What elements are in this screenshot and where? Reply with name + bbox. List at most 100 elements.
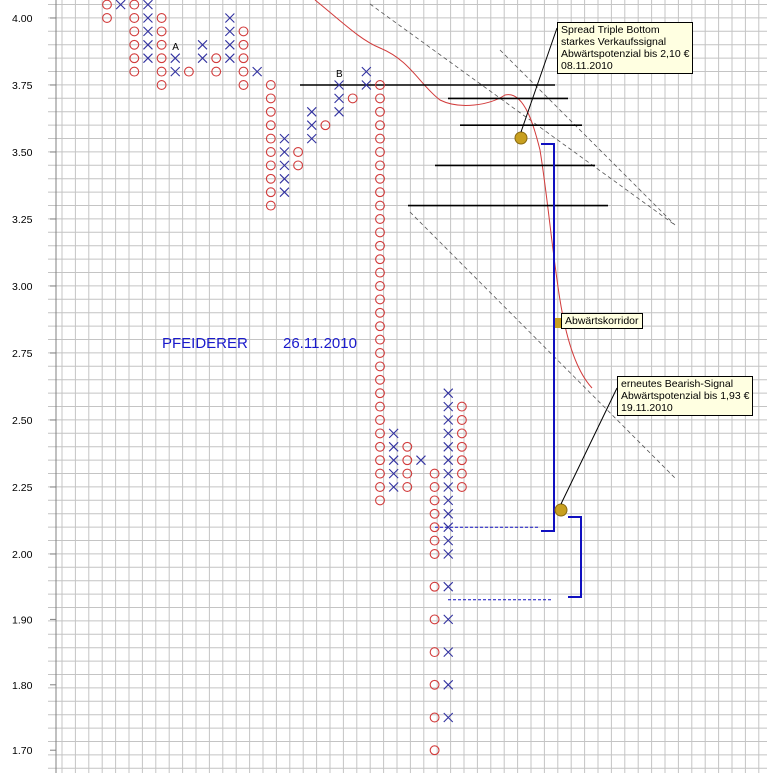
o-box <box>211 66 222 77</box>
x-box <box>279 187 290 198</box>
o-box <box>429 522 440 533</box>
x-box <box>334 80 344 90</box>
o-box <box>102 0 112 10</box>
y-tick-label: 1.70 <box>12 745 33 757</box>
o-box <box>265 173 276 184</box>
y-tick-label: 3.75 <box>12 80 33 92</box>
o-box <box>375 147 385 157</box>
y-axis: 4.00 3.75 3.50 3.25 3.00 2.75 2.50 2.25 2.00 1.90… <box>12 13 56 757</box>
o-box <box>265 200 276 211</box>
o-box <box>375 401 385 412</box>
o-box <box>156 66 167 77</box>
y-tick-label: 2.00 <box>12 549 33 561</box>
trend-line-lower <box>409 211 676 479</box>
x-box <box>306 133 317 144</box>
o-box <box>456 401 467 412</box>
o-box <box>375 240 385 251</box>
x-box <box>279 160 290 171</box>
x-box <box>443 508 454 519</box>
x-box <box>224 26 235 37</box>
x-box <box>443 522 454 533</box>
callout-triple-bottom: Spread Triple Bottom starkes Verkaufssig… <box>557 22 694 74</box>
x-box <box>443 535 454 546</box>
o-box <box>375 187 385 198</box>
o-box <box>238 26 249 37</box>
y-tick-label: 2.75 <box>12 348 33 360</box>
x-box <box>143 39 153 50</box>
o-box <box>456 455 467 466</box>
x-box <box>279 147 290 157</box>
x-box <box>170 53 181 64</box>
o-box <box>238 80 249 90</box>
x-box <box>197 53 208 64</box>
callout-line: 08.11.2010 <box>561 60 613 72</box>
o-box <box>375 267 385 278</box>
o-box <box>265 80 276 90</box>
o-box <box>156 26 167 37</box>
o-box <box>456 441 467 452</box>
o-box <box>429 679 440 690</box>
x-box <box>361 66 372 77</box>
x-box <box>443 482 454 492</box>
x-box <box>279 173 290 184</box>
o-box <box>429 482 440 492</box>
o-box <box>402 455 413 466</box>
callout-leader <box>520 27 558 133</box>
x-box <box>443 495 454 506</box>
o-box <box>238 66 249 77</box>
x-box <box>143 53 153 64</box>
o-box <box>429 549 440 559</box>
callout-line: Abwärtskorridor <box>565 315 639 327</box>
x-box <box>334 93 344 104</box>
x-box <box>334 106 344 117</box>
x-box <box>143 26 153 37</box>
o-box <box>375 348 385 358</box>
o-box <box>129 13 140 23</box>
y-tick-label: 3.00 <box>12 281 33 293</box>
x-box <box>443 647 454 657</box>
o-box <box>375 80 385 90</box>
o-box <box>375 468 385 479</box>
x-box <box>279 133 290 144</box>
o-box <box>375 495 385 506</box>
o-box <box>211 53 222 64</box>
o-box <box>375 441 385 452</box>
o-box <box>375 334 385 345</box>
o-box <box>129 66 140 77</box>
o-box <box>293 147 304 157</box>
o-box <box>238 53 249 64</box>
o-box <box>265 147 276 157</box>
o-box <box>156 53 167 64</box>
x-box <box>224 53 235 64</box>
o-box <box>375 133 385 144</box>
o-box <box>156 80 167 90</box>
o-box <box>375 415 385 425</box>
y-tick-label: 2.25 <box>12 482 33 494</box>
o-box <box>375 106 385 117</box>
o-box <box>293 160 304 171</box>
o-box <box>156 13 167 23</box>
x-box <box>443 712 454 723</box>
o-box <box>375 361 385 372</box>
o-box <box>429 614 440 625</box>
o-box <box>129 53 140 64</box>
x-box <box>443 549 454 559</box>
o-box <box>375 321 385 332</box>
x-box <box>197 39 208 50</box>
x-box <box>224 13 235 23</box>
o-box <box>375 120 385 131</box>
o-box <box>429 581 440 592</box>
o-box <box>456 468 467 479</box>
o-box <box>129 0 140 10</box>
x-box <box>306 106 317 117</box>
x-box <box>443 388 454 399</box>
x-box <box>388 468 399 479</box>
pattern-label: A <box>172 42 179 53</box>
callout-line: starkes Verkaufssignal <box>561 36 667 48</box>
o-box <box>375 307 385 318</box>
o-box <box>429 535 440 546</box>
x-box <box>252 66 263 77</box>
o-box <box>429 468 440 479</box>
o-box <box>265 106 276 117</box>
